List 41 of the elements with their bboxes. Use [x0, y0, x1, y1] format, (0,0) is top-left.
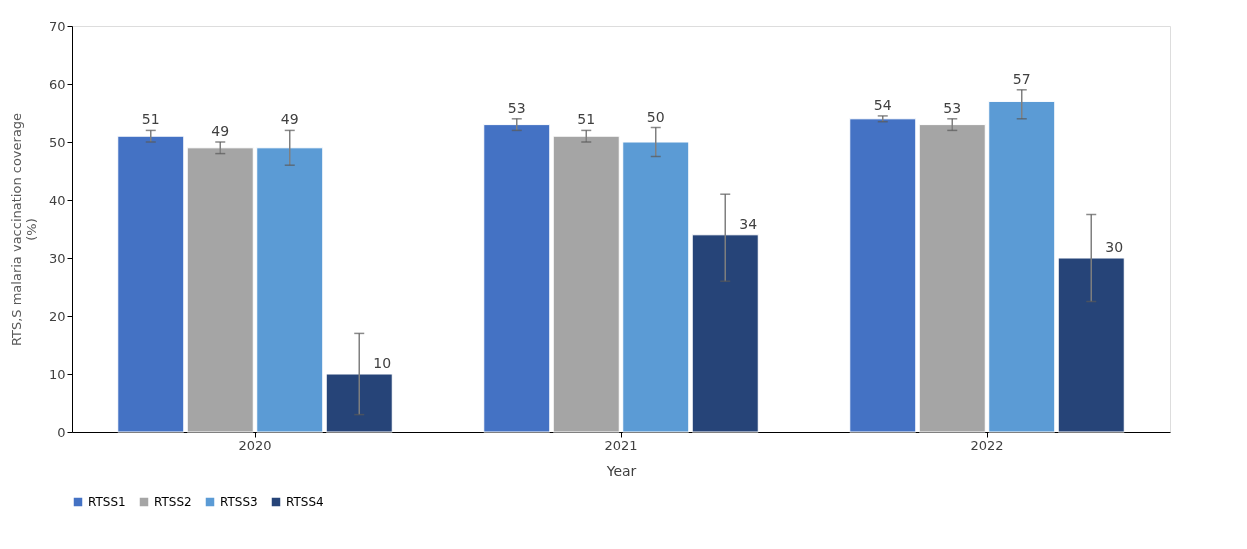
- y-tick-label: 20: [48, 308, 66, 324]
- x-axis-title: Year: [605, 462, 637, 479]
- bar: [256, 147, 324, 433]
- legend-label: RTSS4: [286, 495, 324, 509]
- data-label: 50: [646, 108, 665, 125]
- data-label: 34: [739, 215, 758, 232]
- bar: [483, 124, 551, 433]
- bar: [988, 100, 1056, 433]
- y-tick-label: 70: [48, 18, 66, 34]
- legend-label: RTSS3: [220, 495, 258, 509]
- data-label: 53: [507, 99, 526, 116]
- y-tick-label: 30: [48, 250, 66, 266]
- y-tick-label: 50: [48, 134, 66, 150]
- y-tick-label: 60: [48, 76, 66, 92]
- legend-label: RTSS2: [154, 495, 192, 509]
- data-label: 51: [141, 111, 160, 128]
- legend-label: RTSS1: [88, 495, 126, 509]
- data-label: 54: [873, 96, 892, 113]
- bar: [849, 118, 917, 433]
- y-tick-label: 0: [57, 424, 66, 440]
- bar: [552, 135, 620, 433]
- bar: [622, 141, 690, 433]
- x-tick-label: 2022: [970, 437, 1004, 453]
- data-label: 10: [373, 355, 392, 371]
- bar: [918, 124, 986, 433]
- x-tick-label: 2021: [604, 437, 638, 453]
- data-label: 51: [577, 111, 596, 128]
- bar: [325, 373, 393, 433]
- data-label: 49: [211, 123, 230, 139]
- bar: [691, 234, 759, 433]
- data-label: 53: [943, 99, 962, 116]
- data-label: 57: [1012, 70, 1031, 87]
- bar: [1057, 257, 1125, 433]
- data-label: 49: [280, 111, 299, 128]
- bar: [186, 147, 254, 433]
- y-tick-label: 10: [48, 366, 66, 382]
- data-label: 30: [1105, 239, 1124, 255]
- y-tick-label: 40: [48, 192, 66, 208]
- bar: [117, 135, 185, 433]
- y-axis-title: RTS,S malaria vaccination coverage (%): [8, 112, 39, 347]
- x-tick-label: 2020: [238, 437, 272, 453]
